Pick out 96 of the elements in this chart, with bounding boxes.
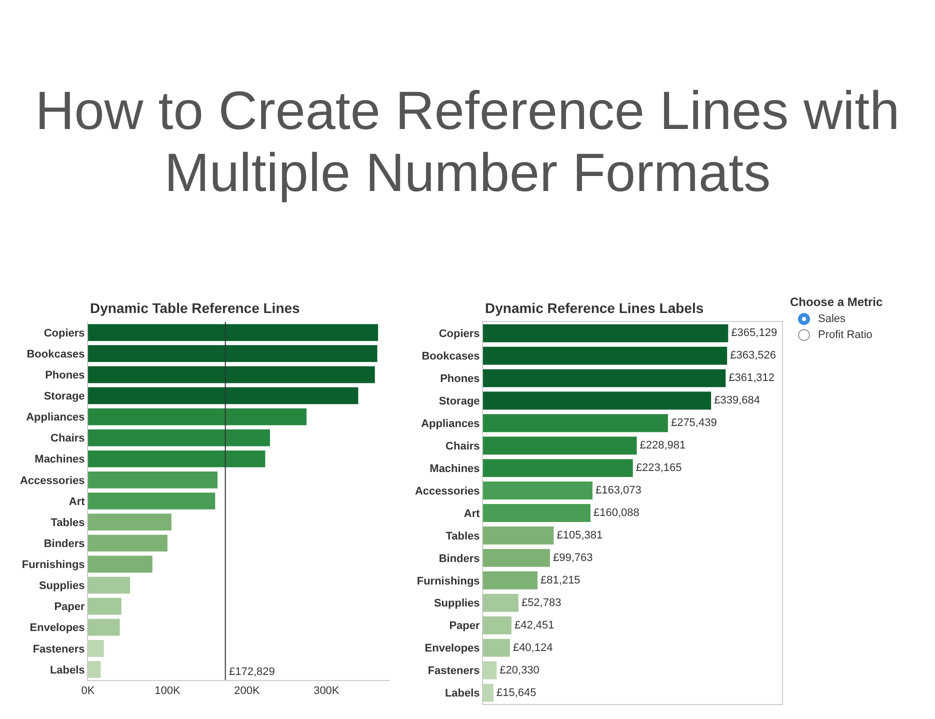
data-label: £275,439	[670, 417, 717, 430]
x-tick-label: 300K	[314, 685, 340, 698]
bar	[483, 459, 633, 478]
bar	[88, 618, 120, 636]
y-tick-label: Accessories	[414, 485, 480, 498]
bar	[88, 324, 378, 341]
bar	[483, 684, 494, 702]
text: How to Create Reference Lines with Multiple Number Formats	[34, 80, 901, 204]
data-label: £99,763	[552, 552, 593, 564]
bar	[483, 661, 497, 680]
y-tick-label: Art	[68, 496, 86, 508]
y-tick-label: Machines	[34, 454, 85, 466]
y-tick-label: Labels	[444, 688, 480, 700]
bar	[483, 324, 728, 342]
data-label: £228,981	[640, 440, 686, 452]
chart-title: Dynamic Reference Lines Labels	[485, 300, 704, 316]
y-tick-label: Copiers	[44, 327, 85, 340]
text: Sales	[818, 313, 846, 325]
y-tick-label: Art	[464, 508, 480, 520]
bar	[88, 387, 358, 404]
bar	[483, 526, 554, 544]
chart-title: Dynamic Table Reference Lines	[90, 300, 300, 316]
y-tick-label: Paper	[54, 601, 86, 614]
bar	[88, 492, 216, 510]
bar	[483, 548, 550, 567]
bar	[88, 450, 266, 468]
y-tick-label: Chairs	[50, 432, 85, 445]
bar	[88, 534, 168, 552]
y-tick-label: Storage	[438, 396, 480, 408]
y-tick-label: Binders	[44, 538, 85, 550]
bar	[88, 556, 152, 573]
x-tick-label: 100K	[154, 685, 181, 698]
y-tick-label: Furnishings	[22, 559, 85, 572]
bar	[88, 429, 270, 446]
y-tick-label: Bookcases	[26, 348, 85, 360]
bar	[88, 640, 104, 657]
y-tick-label: Appliances	[26, 412, 85, 424]
bar	[88, 598, 122, 615]
data-label: £163,073	[596, 484, 642, 497]
bar	[483, 482, 592, 500]
bar	[88, 408, 307, 426]
y-tick-label: Paper	[449, 620, 481, 632]
bar	[88, 514, 172, 530]
text: Profit Ratio	[818, 329, 872, 341]
bar	[88, 576, 130, 594]
bar	[88, 661, 101, 678]
y-tick-label: Phones	[45, 370, 85, 382]
bar	[88, 366, 375, 384]
data-label: £42,451	[514, 619, 554, 632]
y-tick-label: Labels	[50, 664, 85, 676]
ref-line-label: £172,829	[229, 666, 275, 678]
data-label: £363,526	[730, 350, 776, 362]
bar	[483, 616, 512, 634]
y-tick-label: Chairs	[446, 440, 480, 452]
data-label: £81,215	[540, 574, 580, 586]
y-tick-label: Storage	[44, 390, 85, 403]
y-tick-label: Appliances	[421, 418, 480, 430]
y-tick-label: Bookcases	[422, 350, 480, 363]
y-tick-label: Furnishings	[416, 575, 480, 588]
y-tick-label: Binders	[438, 552, 480, 565]
data-label: £339,684	[714, 394, 760, 407]
bar	[483, 638, 510, 657]
data-label: £365,129	[731, 327, 778, 340]
text: Choose a Metric	[790, 295, 884, 309]
bar	[483, 392, 712, 410]
y-tick-label: Machines	[430, 462, 480, 475]
y-tick-label: Accessories	[20, 474, 85, 487]
y-tick-label: Tables	[446, 530, 480, 542]
data-label: £160,088	[594, 507, 640, 519]
bar	[88, 472, 218, 488]
data-label: £361,312	[728, 372, 775, 384]
y-tick-label: Copiers	[438, 328, 480, 340]
y-tick-label: Supplies	[38, 580, 85, 592]
y-tick-label: Fasteners	[428, 665, 480, 678]
data-label: £105,381	[556, 529, 603, 542]
bar	[483, 436, 637, 455]
data-label: £40,124	[512, 642, 553, 654]
bar	[483, 571, 538, 590]
y-tick-label: Fasteners	[32, 643, 85, 656]
data-label: £223,165	[636, 462, 682, 474]
y-tick-label: Envelopes	[424, 642, 480, 655]
y-tick-label: Tables	[50, 516, 85, 529]
bar	[483, 594, 518, 612]
data-label: £52,783	[521, 596, 562, 609]
bar	[88, 345, 378, 362]
data-label: £20,330	[500, 664, 540, 676]
bar	[483, 504, 590, 522]
bar	[483, 414, 668, 432]
y-tick-label: Envelopes	[30, 622, 85, 634]
data-label: £15,645	[496, 686, 536, 699]
y-tick-label: Phones	[440, 373, 480, 386]
bar	[483, 346, 728, 365]
y-tick-label: Supplies	[434, 598, 480, 610]
x-tick-label: 0K	[81, 685, 96, 698]
bar	[483, 369, 726, 388]
x-tick-label: 200K	[234, 685, 260, 698]
